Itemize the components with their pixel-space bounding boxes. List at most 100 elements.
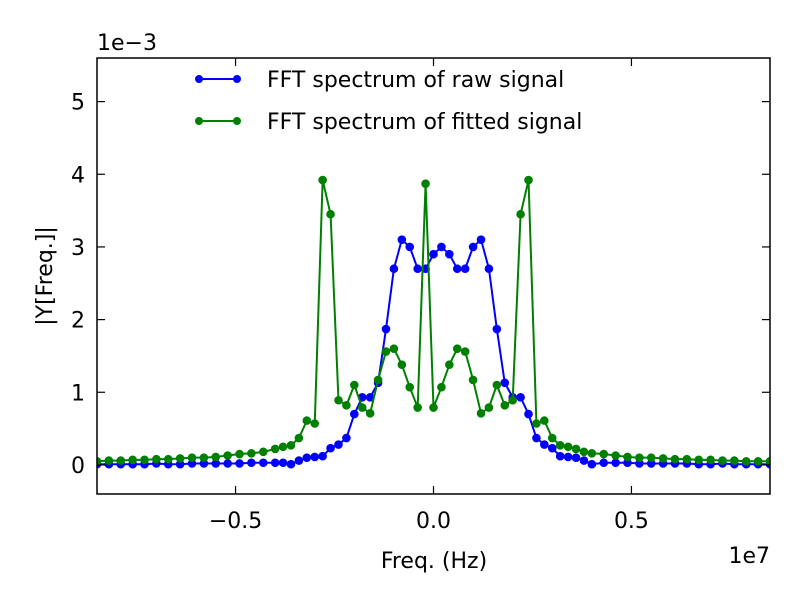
data-point	[563, 452, 573, 462]
legend: FFT spectrum of raw signal FFT spectrum …	[195, 68, 582, 135]
y-offset-label: 1e−3	[97, 31, 157, 56]
data-point	[342, 433, 351, 443]
data-point	[405, 382, 415, 392]
data-point	[334, 395, 343, 405]
data-point	[445, 360, 454, 369]
data-point	[524, 409, 533, 419]
legend-marker-raw	[233, 75, 241, 83]
data-point	[223, 451, 232, 460]
data-point	[508, 395, 517, 405]
data-point	[128, 455, 137, 465]
data-point	[623, 452, 632, 462]
data-point	[310, 419, 320, 428]
x-axis-label: Freq. (Hz)	[381, 549, 487, 574]
series-layer	[97, 175, 770, 469]
data-point	[286, 441, 296, 450]
data-point	[468, 242, 478, 252]
y-tick-label: 4	[71, 163, 85, 188]
data-point	[492, 324, 502, 334]
data-point	[365, 409, 375, 418]
data-point	[235, 459, 244, 468]
data-point	[270, 458, 280, 468]
data-point	[706, 455, 715, 465]
data-point	[635, 453, 644, 462]
data-point	[104, 456, 114, 465]
x-tick-label: 0.5	[614, 509, 649, 534]
data-point	[500, 378, 510, 388]
data-point	[460, 264, 470, 274]
data-point	[555, 451, 565, 461]
data-point	[540, 416, 549, 425]
data-point	[199, 453, 209, 462]
data-point	[397, 360, 407, 369]
data-point	[516, 209, 525, 219]
data-point	[500, 401, 510, 410]
data-point	[646, 453, 656, 462]
data-point	[247, 449, 256, 458]
data-point	[524, 175, 533, 185]
data-point	[540, 440, 549, 449]
data-point	[97, 457, 102, 466]
legend-marker-raw	[195, 75, 203, 83]
data-point	[140, 455, 149, 465]
data-point	[357, 403, 367, 412]
data-point	[437, 382, 446, 392]
data-point	[223, 459, 232, 468]
legend-marker-fitted	[195, 117, 203, 125]
data-point	[397, 235, 407, 244]
ticks-layer: −0.5 0.0 0.5 0 1 2 3 4 5	[71, 58, 770, 534]
data-point	[658, 454, 668, 463]
data-point	[587, 449, 597, 458]
data-point	[484, 264, 494, 274]
data-point	[670, 454, 680, 464]
data-point	[302, 453, 312, 462]
data-point	[413, 403, 422, 412]
data-point	[730, 456, 739, 465]
data-point	[547, 443, 557, 453]
data-point	[258, 447, 268, 457]
plot-area	[97, 58, 770, 494]
data-point	[278, 458, 288, 468]
data-point	[484, 403, 494, 412]
data-point	[235, 449, 244, 459]
data-point	[452, 344, 462, 353]
data-point	[302, 416, 312, 425]
data-point	[579, 456, 589, 465]
data-point	[326, 443, 335, 453]
data-point	[452, 264, 462, 274]
data-point	[318, 175, 327, 185]
data-point	[476, 409, 486, 418]
y-tick-label: 3	[71, 236, 85, 261]
data-point	[278, 442, 288, 452]
data-point	[152, 454, 161, 464]
data-point	[460, 347, 470, 356]
y-axis-label: |Y[Freq.]|	[33, 226, 58, 326]
data-point	[294, 456, 304, 465]
data-point	[445, 249, 454, 259]
data-point	[765, 457, 770, 466]
legend-label-raw: FFT spectrum of raw signal	[267, 68, 564, 93]
data-point	[326, 209, 335, 219]
data-point	[516, 393, 525, 402]
data-point	[437, 242, 446, 252]
data-point	[599, 458, 609, 468]
data-point	[405, 242, 415, 252]
data-point	[611, 458, 620, 468]
data-point	[532, 419, 541, 428]
legend-label-fitted: FFT spectrum of fitted signal	[267, 110, 582, 135]
data-point	[373, 375, 383, 385]
legend-marker-fitted	[233, 117, 241, 125]
data-point	[310, 452, 320, 462]
data-point	[421, 179, 430, 189]
data-point	[211, 452, 221, 462]
data-point	[413, 264, 422, 274]
data-point	[563, 442, 573, 452]
data-point	[579, 447, 589, 457]
y-tick-label: 2	[71, 309, 85, 334]
data-point	[318, 451, 327, 461]
data-point	[270, 444, 280, 454]
data-point	[741, 457, 751, 466]
data-point	[468, 375, 478, 385]
data-point	[187, 453, 197, 462]
